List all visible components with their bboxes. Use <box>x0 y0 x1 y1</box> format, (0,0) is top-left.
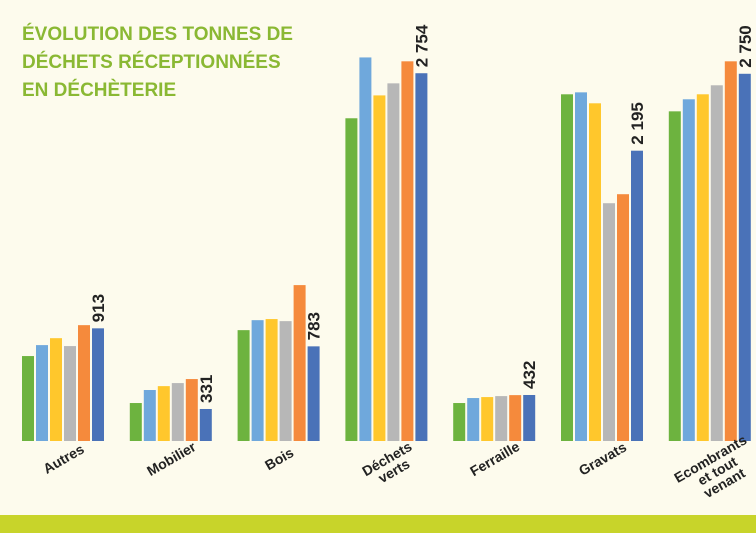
bar <box>265 319 278 441</box>
value-label: 432 <box>520 361 539 389</box>
value-label: 2 750 <box>736 25 755 68</box>
bar <box>387 83 400 442</box>
bar <box>617 194 629 441</box>
bar <box>415 73 428 441</box>
value-label: 331 <box>197 375 216 403</box>
bar <box>293 285 306 441</box>
x-tick-label: Déchetsverts <box>359 438 421 491</box>
bar <box>631 150 643 441</box>
x-tick-label: Ferraille <box>467 438 522 479</box>
bar <box>481 397 494 441</box>
bar <box>724 61 737 442</box>
bar <box>251 320 264 441</box>
x-tick-label: Gravats <box>576 439 629 479</box>
bar <box>467 398 480 441</box>
bar <box>129 403 142 441</box>
bar <box>359 57 372 441</box>
bar <box>64 346 76 441</box>
bar <box>509 395 522 441</box>
bar <box>237 330 250 441</box>
bar <box>279 321 292 441</box>
bar <box>307 346 320 441</box>
bar <box>710 85 723 441</box>
x-tick-label: Bois <box>262 444 296 473</box>
bar <box>345 118 358 441</box>
bar <box>78 325 90 441</box>
x-tick-label: Ecombrantset toutvenant <box>671 431 756 510</box>
bar <box>157 386 170 441</box>
bar <box>668 111 681 442</box>
bar <box>589 103 601 442</box>
bar <box>36 345 48 441</box>
bar <box>50 338 62 441</box>
value-label: 913 <box>89 294 108 322</box>
bar <box>696 94 709 442</box>
chart-title: ÉVOLUTION DES TONNES DE DÉCHETS RÉCEPTION… <box>22 23 293 101</box>
bar <box>453 403 466 441</box>
bar <box>495 396 508 441</box>
bar <box>373 95 386 441</box>
value-label: 2 195 <box>628 102 647 145</box>
value-label: 2 754 <box>412 24 431 67</box>
value-label: 783 <box>305 312 324 340</box>
bar <box>738 73 751 442</box>
footer-band <box>0 515 756 533</box>
bar <box>575 92 587 442</box>
bar <box>185 379 198 441</box>
bar <box>603 203 615 441</box>
bar <box>22 356 34 441</box>
bar <box>143 390 156 441</box>
x-tick-label: Autres <box>40 441 87 477</box>
bar <box>199 408 212 441</box>
bar <box>523 394 536 441</box>
bar <box>682 99 695 441</box>
bar <box>561 94 573 442</box>
bar <box>92 328 104 441</box>
bar <box>171 383 184 441</box>
bar <box>401 61 414 442</box>
x-tick-label: Mobilier <box>144 438 199 479</box>
